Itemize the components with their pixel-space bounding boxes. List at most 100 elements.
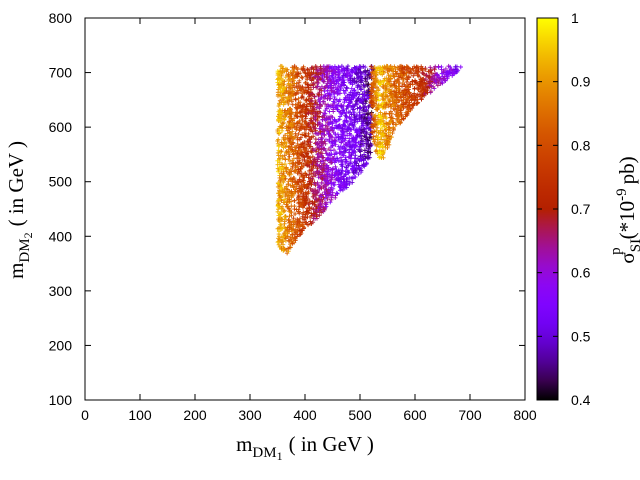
data-point xyxy=(366,111,371,116)
data-point xyxy=(394,90,399,95)
data-point xyxy=(321,195,326,200)
data-point xyxy=(313,192,319,198)
data-point xyxy=(291,160,296,165)
data-point xyxy=(282,108,287,114)
data-point xyxy=(287,106,293,111)
data-point xyxy=(278,118,283,124)
data-point xyxy=(299,153,305,158)
data-point xyxy=(300,122,305,127)
data-point xyxy=(278,149,284,154)
data-point xyxy=(309,109,315,114)
data-point xyxy=(305,85,311,90)
data-point xyxy=(347,154,352,159)
data-point xyxy=(295,160,300,165)
data-point xyxy=(301,90,307,95)
data-point xyxy=(321,64,327,69)
data-point xyxy=(305,66,310,72)
data-point xyxy=(389,95,395,101)
data-point xyxy=(432,67,437,72)
data-point xyxy=(307,101,313,107)
data-point xyxy=(351,107,356,112)
data-point xyxy=(319,153,324,159)
data-point xyxy=(384,63,389,69)
data-point xyxy=(283,157,288,162)
data-point xyxy=(332,89,338,95)
data-point xyxy=(330,167,335,172)
data-point xyxy=(296,219,302,224)
data-point xyxy=(430,75,435,81)
data-point xyxy=(282,221,287,227)
data-point xyxy=(407,90,412,95)
data-point xyxy=(295,88,300,93)
data-point xyxy=(305,67,311,73)
data-point xyxy=(331,109,336,114)
data-point xyxy=(362,133,367,139)
data-point xyxy=(291,156,297,161)
x-tick-label: 600 xyxy=(403,407,427,423)
data-point xyxy=(438,81,443,86)
data-point xyxy=(303,133,308,138)
data-point xyxy=(301,194,307,200)
data-point xyxy=(344,115,349,121)
data-point xyxy=(296,197,301,202)
data-point xyxy=(393,85,398,90)
data-point xyxy=(322,68,327,73)
data-point xyxy=(369,129,375,135)
data-point xyxy=(282,137,288,142)
data-point xyxy=(318,66,323,72)
data-point xyxy=(340,126,345,131)
x-tick-label: 400 xyxy=(293,407,317,423)
data-point xyxy=(324,166,329,171)
data-point xyxy=(319,136,325,141)
data-point xyxy=(311,189,317,194)
data-point xyxy=(358,142,364,147)
data-point xyxy=(279,226,284,232)
data-point xyxy=(401,116,406,122)
data-point xyxy=(380,101,385,106)
data-point xyxy=(295,189,300,194)
data-point xyxy=(326,121,331,126)
data-point xyxy=(282,69,287,74)
data-point xyxy=(287,154,292,159)
data-point xyxy=(287,245,292,250)
data-point xyxy=(415,100,421,105)
data-point xyxy=(281,245,286,251)
data-point xyxy=(282,141,287,146)
data-point xyxy=(295,111,300,116)
data-point xyxy=(386,82,392,87)
data-point xyxy=(346,179,352,184)
data-points xyxy=(275,63,463,256)
data-point xyxy=(343,164,349,170)
data-point xyxy=(336,75,341,80)
data-point xyxy=(342,99,347,105)
data-point xyxy=(354,127,359,132)
data-point xyxy=(284,96,289,102)
data-point xyxy=(289,110,295,115)
data-point xyxy=(297,177,302,182)
data-point xyxy=(322,176,328,181)
data-point xyxy=(299,161,305,167)
data-point xyxy=(353,67,358,73)
data-point xyxy=(421,81,426,86)
data-point xyxy=(304,163,310,168)
data-point xyxy=(393,92,398,98)
data-point xyxy=(283,231,289,237)
data-point xyxy=(369,111,374,117)
data-point xyxy=(376,103,381,108)
data-point xyxy=(311,85,316,90)
data-point xyxy=(369,93,374,99)
data-point xyxy=(333,104,338,110)
data-point xyxy=(286,125,291,130)
data-point xyxy=(280,93,286,98)
data-point xyxy=(337,83,343,89)
data-point xyxy=(388,74,393,79)
data-point xyxy=(382,64,387,69)
data-point xyxy=(321,141,326,146)
data-point xyxy=(309,121,315,126)
data-point xyxy=(362,93,367,99)
data-point xyxy=(334,65,339,71)
data-point xyxy=(429,70,434,76)
data-point xyxy=(337,146,342,152)
data-point xyxy=(399,84,405,89)
data-point xyxy=(368,150,373,155)
